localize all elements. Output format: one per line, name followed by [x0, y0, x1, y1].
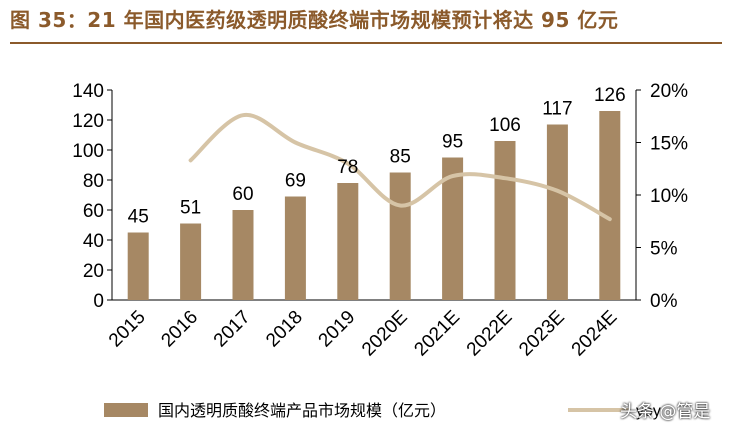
y-left-tick-label: 80	[83, 171, 104, 192]
x-tick-label: 2017	[210, 307, 255, 352]
bar-value-label: 60	[232, 184, 253, 205]
yoy-line-path	[188, 113, 612, 222]
x-tick-label: 2022E	[463, 307, 517, 361]
y-right-tick-label: 10%	[650, 186, 688, 207]
chart-title: 图 35：21 年国内医药级透明质酸终端市场规模预计将达 95 亿元	[10, 8, 619, 32]
x-tick-label: 2018	[262, 307, 307, 352]
data-labels: 45 51 60 69 78 85 95 106 117 126	[128, 85, 626, 228]
y-left-tick-label: 40	[83, 231, 104, 252]
bar-value-label: 78	[337, 157, 358, 178]
bars	[127, 111, 621, 300]
y-right-tick-label: 5%	[650, 239, 678, 260]
bar	[494, 141, 516, 300]
bar	[337, 183, 359, 300]
y-left-tick-label: 140	[72, 81, 104, 102]
bar	[232, 210, 254, 300]
x-tick-label: 2024E	[568, 307, 622, 361]
bar	[284, 196, 306, 300]
bar	[180, 223, 202, 300]
y-left-tick-label: 20	[83, 261, 104, 282]
y-right-tick-label: 20%	[650, 81, 688, 102]
bar	[546, 124, 568, 300]
title-rule	[10, 42, 722, 44]
watermark: 头条 @管是	[620, 402, 711, 422]
legend-line-label: yoy	[636, 403, 661, 420]
legend-bar-swatch	[104, 403, 148, 417]
yoy-line	[188, 113, 612, 222]
bar-value-label: 117	[542, 99, 572, 120]
bar-value-label: 95	[442, 132, 463, 153]
x-tick-label: 2016	[157, 307, 202, 352]
bar-value-label: 106	[489, 115, 521, 136]
bar-value-label: 45	[128, 207, 149, 228]
y-right-tick-label: 0%	[650, 291, 678, 312]
y-right-tick-label: 15%	[650, 134, 688, 155]
x-tick-label: 2021E	[410, 307, 464, 361]
legend-bar-label: 国内透明质酸终端产品市场规模（亿元）	[158, 401, 446, 420]
bar-value-label: 85	[390, 147, 411, 168]
bar	[389, 172, 411, 300]
bar-value-label: 126	[594, 85, 626, 106]
bar	[442, 157, 464, 300]
y-left-tick-label: 120	[72, 111, 104, 132]
bar	[127, 232, 149, 300]
y-left-tick-label: 60	[83, 201, 104, 222]
x-tick-label: 2023E	[515, 307, 569, 361]
legend: 国内透明质酸终端产品市场规模（亿元） yoy	[104, 401, 661, 420]
x-tick-label: 2019	[315, 307, 360, 352]
y-left-tick-label: 100	[72, 141, 104, 162]
bar	[599, 111, 621, 300]
bar-value-label: 69	[285, 171, 306, 192]
x-tick-label: 2015	[105, 307, 150, 352]
bar-value-label: 51	[180, 198, 201, 219]
y-left-tick-label: 0	[93, 291, 104, 312]
x-tick-label: 2020E	[358, 307, 412, 361]
